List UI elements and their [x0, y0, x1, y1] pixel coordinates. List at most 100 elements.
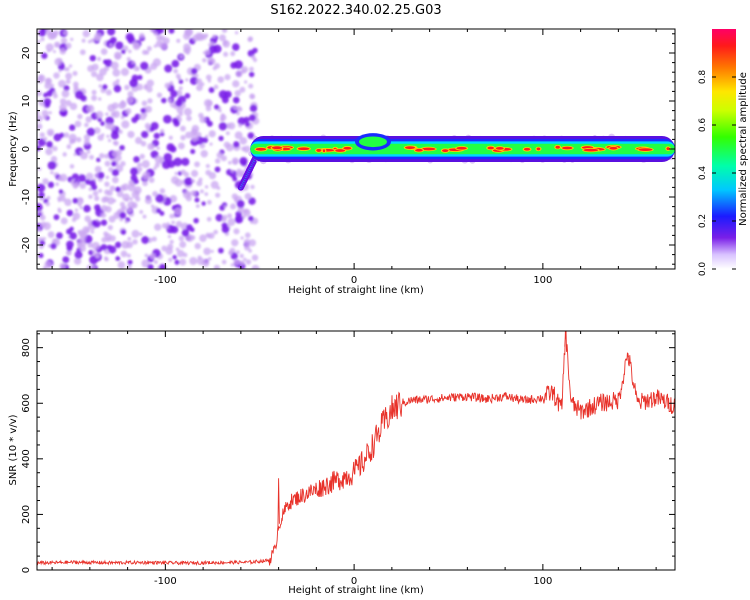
noise-blob-strong: [172, 254, 177, 260]
noise-blob: [142, 214, 147, 219]
noise-blob: [63, 30, 68, 36]
noise-blob-strong: [239, 157, 248, 166]
noise-blob-strong: [119, 211, 127, 219]
noise-blob: [38, 74, 44, 79]
noise-blob: [196, 84, 203, 92]
hotspot-core: [456, 146, 467, 150]
x-tick-label: 0: [351, 576, 357, 587]
noise-blob: [180, 135, 186, 141]
noise-blob: [250, 184, 255, 190]
noise-blob: [239, 86, 246, 93]
noise-blob: [230, 51, 236, 57]
noise-blob: [112, 198, 117, 203]
hotspot-core: [322, 149, 326, 153]
noise-blob: [69, 164, 75, 169]
noise-blob: [65, 79, 71, 85]
noise-blob-strong: [230, 61, 238, 69]
noise-blob: [247, 37, 253, 43]
noise-blob-strong: [201, 201, 206, 206]
noise-blob-strong: [37, 203, 43, 212]
snr-plot-area: [37, 331, 675, 570]
noise-blob: [94, 195, 100, 202]
noise-blob: [143, 83, 148, 88]
noise-blob: [248, 239, 257, 247]
noise-blob: [159, 188, 166, 194]
noise-blob: [243, 208, 249, 214]
snr-series-line: [37, 331, 675, 567]
noise-blob-strong: [44, 101, 51, 108]
noise-blob: [139, 113, 147, 121]
noise-blob: [194, 242, 201, 250]
noise-blob-strong: [56, 232, 63, 239]
noise-blob: [179, 258, 187, 266]
colorbar-tick-label: 0.0: [698, 262, 708, 277]
noise-blob: [248, 83, 254, 89]
noise-blob-strong: [62, 256, 70, 264]
noise-blob: [46, 195, 51, 201]
noise-blob: [194, 161, 201, 168]
noise-blob: [79, 49, 86, 56]
hotspot-core: [495, 147, 504, 150]
noise-blob-strong: [37, 183, 46, 193]
noise-blob-strong: [53, 214, 60, 221]
noise-blob-strong: [248, 114, 256, 122]
noise-blob: [164, 82, 171, 89]
noise-blob: [37, 110, 40, 116]
noise-blob: [112, 140, 118, 146]
noise-blob: [113, 51, 122, 60]
noise-blob: [116, 78, 120, 83]
noise-blob-strong: [243, 116, 250, 124]
noise-blob: [199, 189, 204, 194]
noise-blob-strong: [186, 224, 193, 231]
noise-blob: [191, 128, 198, 135]
noise-blob: [81, 38, 86, 43]
noise-blob: [68, 64, 73, 68]
noise-blob: [37, 123, 43, 130]
noise-blob: [79, 150, 83, 154]
noise-blob: [108, 166, 114, 173]
noise-blob: [126, 253, 131, 258]
noise-blob: [141, 100, 148, 107]
noise-blob: [210, 249, 214, 253]
noise-blob-strong: [94, 204, 101, 211]
noise-blob: [93, 127, 101, 134]
noise-blob-strong: [102, 84, 108, 90]
noise-blob: [240, 236, 244, 240]
noise-blob: [96, 56, 102, 62]
noise-blob-strong: [114, 241, 122, 249]
noise-blob: [98, 97, 102, 101]
noise-blob: [120, 115, 125, 120]
noise-blob-strong: [125, 32, 134, 42]
noise-blob: [233, 228, 240, 235]
noise-blob: [201, 259, 210, 267]
noise-blob: [92, 266, 96, 269]
hotspot-core: [343, 146, 352, 150]
noise-blob: [93, 32, 103, 41]
noise-blob: [100, 212, 107, 219]
noise-blob: [141, 259, 150, 268]
noise-blob: [225, 131, 230, 136]
noise-blob-strong: [41, 52, 48, 59]
noise-blob: [39, 132, 45, 138]
spectrogram-heatmap: [37, 29, 675, 269]
noise-blob: [176, 114, 181, 119]
noise-blob: [221, 216, 227, 223]
hotspot-core: [442, 149, 449, 153]
noise-blob-strong: [208, 44, 218, 54]
noise-blob: [220, 155, 227, 162]
noise-blob: [197, 255, 202, 260]
noise-blob: [178, 86, 183, 91]
noise-blob: [59, 262, 66, 269]
noise-blob: [121, 120, 130, 129]
noise-blob: [236, 111, 240, 116]
noise-blob: [120, 100, 127, 108]
noise-blob: [230, 169, 234, 173]
noise-blob-strong: [218, 122, 227, 131]
noise-blob: [148, 177, 155, 183]
noise-blob: [52, 146, 58, 152]
noise-blob: [176, 249, 185, 258]
noise-blob-strong: [137, 74, 143, 80]
noise-blob: [94, 173, 99, 178]
noise-blob: [79, 205, 83, 210]
noise-blob-strong: [115, 41, 124, 50]
